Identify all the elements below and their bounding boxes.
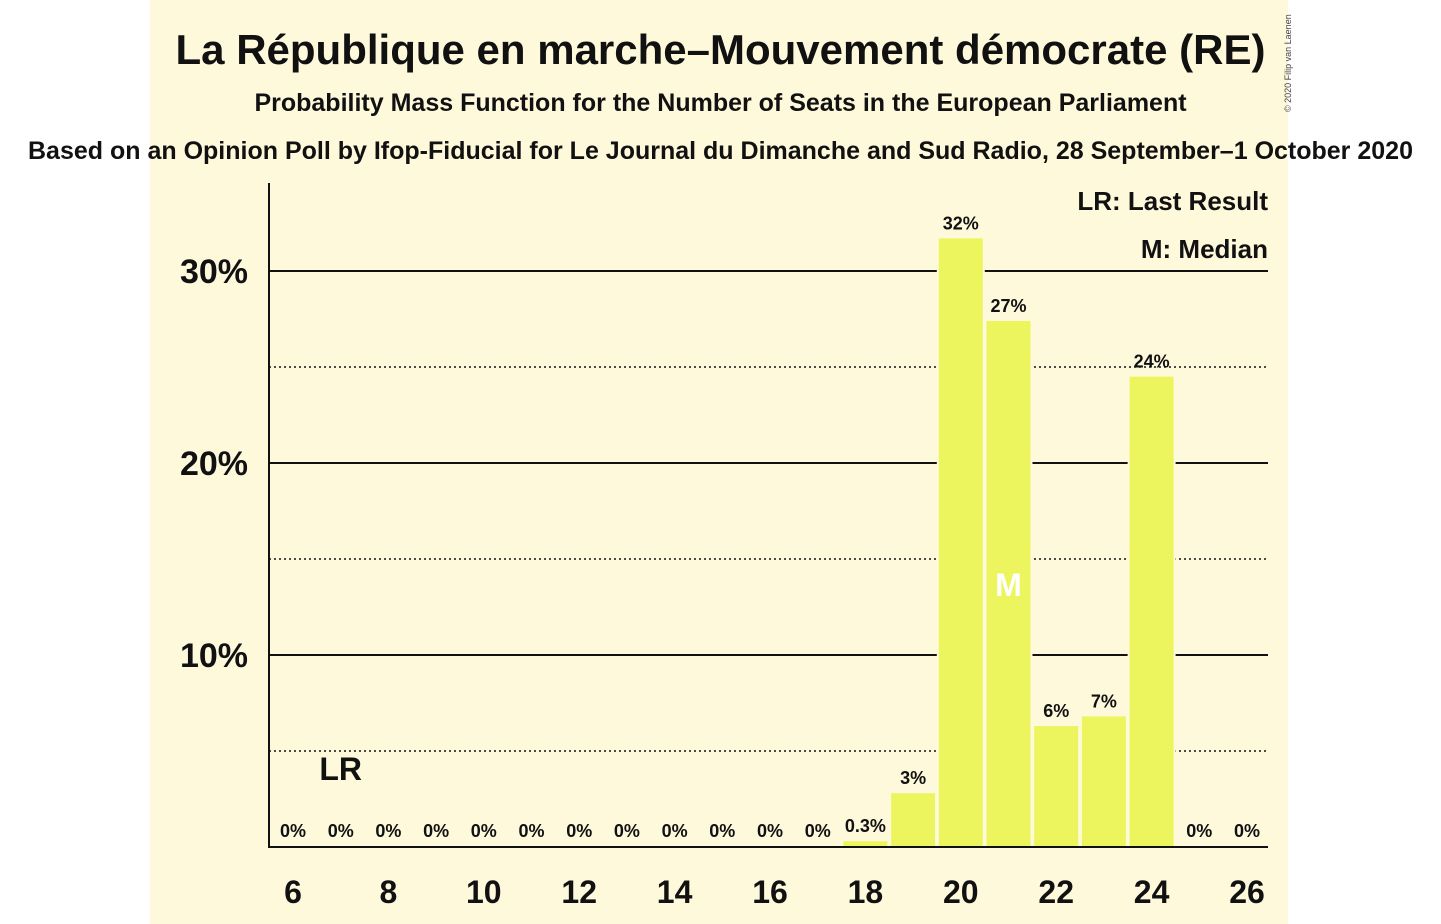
legend-median: M: Median <box>1141 234 1268 264</box>
data-label: 0% <box>280 821 306 841</box>
data-label: 6% <box>1043 701 1069 721</box>
y-tick-label: 30% <box>180 253 248 291</box>
data-label: 0% <box>1186 821 1212 841</box>
data-label: 0% <box>757 821 783 841</box>
data-label: 0% <box>614 821 640 841</box>
bar-seat-20 <box>938 238 983 848</box>
x-tick-label: 8 <box>380 874 398 910</box>
x-tick-label: 26 <box>1229 874 1265 910</box>
data-label: 0% <box>709 821 735 841</box>
x-tick-label: 12 <box>561 874 597 910</box>
bar-seat-19 <box>891 793 936 847</box>
bar-seat-24 <box>1129 376 1174 847</box>
x-tick-label: 10 <box>466 874 502 910</box>
x-tick-label: 6 <box>284 874 302 910</box>
data-label: 7% <box>1091 691 1117 711</box>
bar-seat-18 <box>843 841 888 847</box>
data-label: 0% <box>471 821 497 841</box>
data-label: 0% <box>805 821 831 841</box>
data-label: 0% <box>423 821 449 841</box>
bar-seat-22 <box>1034 726 1079 847</box>
data-label: 0% <box>566 821 592 841</box>
x-tick-label: 14 <box>657 874 693 910</box>
data-label: 0% <box>375 821 401 841</box>
data-label: 0% <box>662 821 688 841</box>
x-tick-label: 16 <box>752 874 788 910</box>
chart-title: La République en marche–Mouvement démocr… <box>175 26 1266 73</box>
bar-seat-21 <box>986 320 1031 847</box>
legend-last-result: LR: Last Result <box>1077 186 1268 216</box>
data-label: 0.3% <box>845 816 886 836</box>
chart-subtitle: Probability Mass Function for the Number… <box>254 89 1187 117</box>
x-tick-label: 18 <box>848 874 884 910</box>
data-label: 0% <box>328 821 354 841</box>
data-label: 3% <box>900 768 926 788</box>
last-result-marker: LR <box>319 751 362 787</box>
x-tick-label: 22 <box>1038 874 1074 910</box>
data-label: 32% <box>943 213 979 233</box>
x-tick-label: 24 <box>1134 874 1170 910</box>
bar-seat-23 <box>1081 716 1126 847</box>
chart-source: Based on an Opinion Poll by Ifop-Fiducia… <box>28 137 1413 165</box>
data-label: 0% <box>518 821 544 841</box>
y-tick-label: 20% <box>180 445 248 483</box>
y-tick-label: 10% <box>180 637 248 675</box>
median-marker: M <box>995 567 1022 603</box>
x-tick-label: 20 <box>943 874 979 910</box>
data-label: 24% <box>1134 352 1170 372</box>
data-label: 27% <box>990 296 1026 316</box>
data-label: 0% <box>1234 821 1260 841</box>
